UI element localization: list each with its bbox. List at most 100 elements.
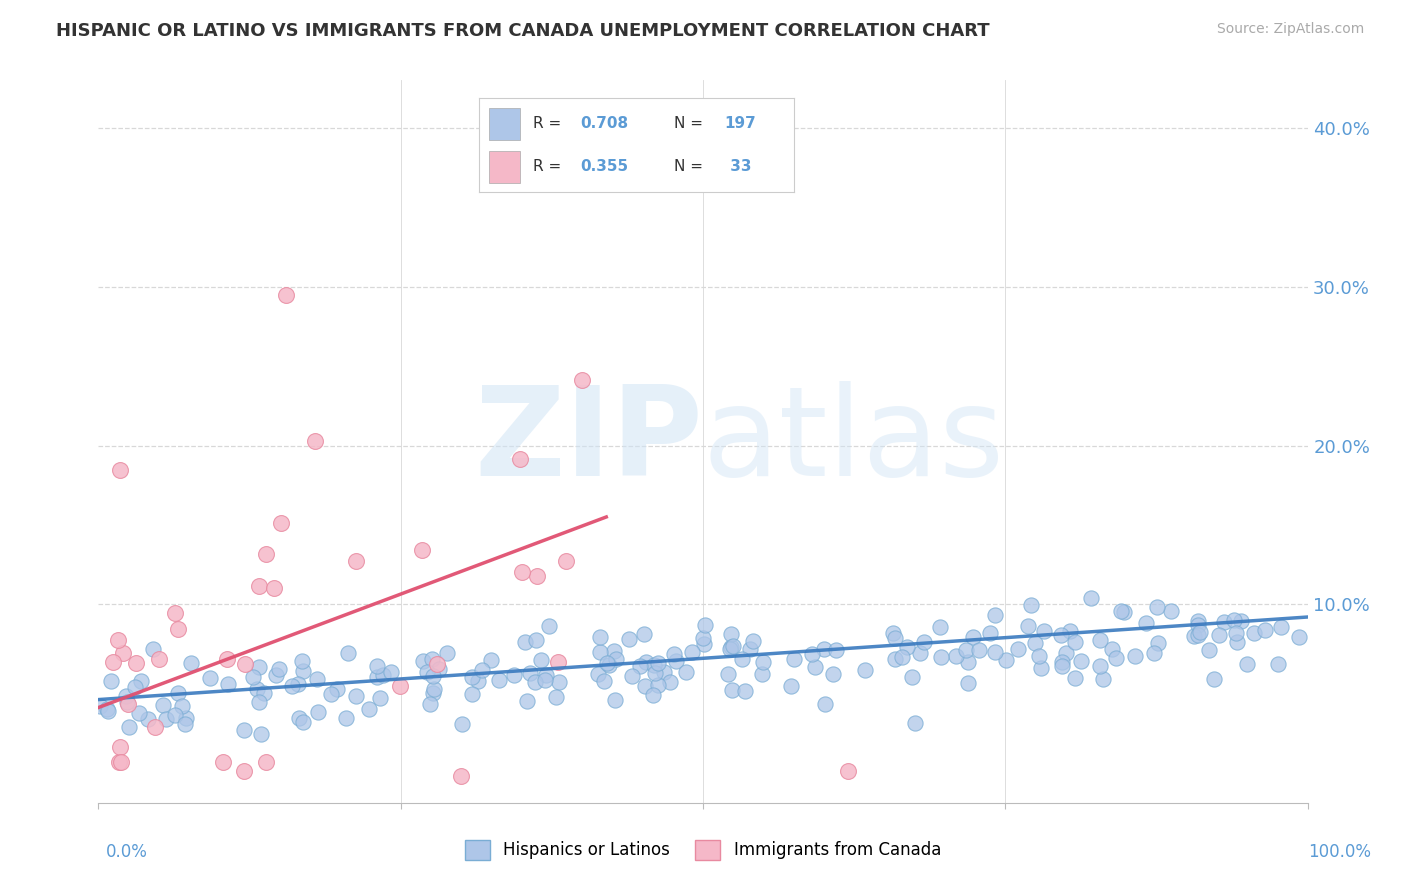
- Point: [326, 681, 349, 696]
- Point: [467, 673, 489, 688]
- Point: [249, 660, 271, 674]
- Point: [647, 657, 669, 671]
- Point: [247, 695, 270, 709]
- Point: [450, 769, 472, 783]
- Point: [824, 643, 846, 657]
- Point: [896, 640, 918, 654]
- Point: [884, 632, 907, 646]
- Point: [336, 646, 359, 660]
- Point: [605, 652, 627, 666]
- Point: [945, 648, 967, 663]
- Point: [534, 673, 557, 687]
- Point: [246, 681, 269, 696]
- Point: [641, 688, 664, 702]
- Point: [734, 684, 756, 698]
- Point: [1105, 650, 1128, 665]
- Point: [125, 656, 148, 670]
- Point: [652, 665, 675, 679]
- Point: [1070, 654, 1092, 668]
- Point: [644, 665, 666, 680]
- Point: [681, 644, 703, 658]
- Point: [287, 711, 309, 725]
- Point: [1202, 672, 1225, 686]
- Point: [882, 626, 904, 640]
- Point: [250, 727, 273, 741]
- Point: [720, 627, 742, 641]
- Point: [427, 662, 450, 676]
- Point: [304, 434, 326, 448]
- Point: [633, 626, 655, 640]
- Point: [321, 687, 343, 701]
- Point: [523, 674, 546, 689]
- Point: [692, 631, 714, 645]
- Point: [291, 654, 314, 668]
- Text: atlas: atlas: [703, 381, 1005, 502]
- Point: [1091, 672, 1114, 686]
- Point: [1123, 648, 1146, 663]
- Point: [152, 698, 174, 713]
- Point: [536, 668, 558, 682]
- Point: [823, 667, 845, 681]
- Point: [589, 645, 612, 659]
- Point: [1226, 635, 1249, 649]
- Point: [1187, 618, 1209, 632]
- Point: [254, 548, 277, 562]
- Point: [837, 764, 859, 778]
- Point: [117, 697, 139, 711]
- Point: [1088, 658, 1111, 673]
- Point: [804, 659, 827, 673]
- Point: [662, 647, 685, 661]
- Point: [97, 704, 120, 718]
- Point: [548, 675, 571, 690]
- Point: [172, 698, 194, 713]
- Legend: Hispanics or Latinos, Immigrants from Canada: Hispanics or Latinos, Immigrants from Ca…: [458, 833, 948, 867]
- Point: [530, 653, 553, 667]
- Point: [1088, 633, 1111, 648]
- Point: [1080, 591, 1102, 605]
- Point: [903, 715, 925, 730]
- Point: [752, 655, 775, 669]
- Point: [751, 666, 773, 681]
- Point: [979, 626, 1001, 640]
- Point: [419, 697, 441, 711]
- Point: [984, 645, 1007, 659]
- Point: [217, 676, 239, 690]
- Point: [411, 543, 433, 558]
- Point: [718, 641, 741, 656]
- Point: [1033, 624, 1056, 639]
- Point: [628, 658, 651, 673]
- Point: [287, 677, 309, 691]
- Point: [1223, 613, 1246, 627]
- Point: [586, 666, 609, 681]
- Point: [366, 670, 388, 684]
- Point: [1050, 659, 1073, 673]
- Point: [107, 632, 129, 647]
- Point: [731, 652, 754, 666]
- Point: [738, 642, 761, 657]
- Point: [242, 670, 264, 684]
- Point: [471, 663, 494, 677]
- Point: [96, 702, 118, 716]
- Point: [335, 711, 357, 725]
- Point: [929, 650, 952, 665]
- Point: [1114, 605, 1136, 619]
- Point: [675, 665, 697, 679]
- Point: [782, 652, 804, 666]
- Point: [742, 634, 765, 648]
- Point: [266, 668, 288, 682]
- Point: [368, 690, 391, 705]
- Point: [598, 657, 620, 672]
- Point: [233, 723, 256, 737]
- Point: [720, 640, 742, 654]
- Point: [412, 654, 434, 668]
- Point: [422, 686, 444, 700]
- Point: [450, 716, 472, 731]
- Point: [955, 642, 977, 657]
- Point: [307, 705, 329, 719]
- Point: [693, 637, 716, 651]
- Point: [479, 653, 502, 667]
- Point: [1188, 625, 1211, 640]
- Point: [510, 565, 533, 579]
- Point: [141, 641, 163, 656]
- Point: [270, 516, 292, 530]
